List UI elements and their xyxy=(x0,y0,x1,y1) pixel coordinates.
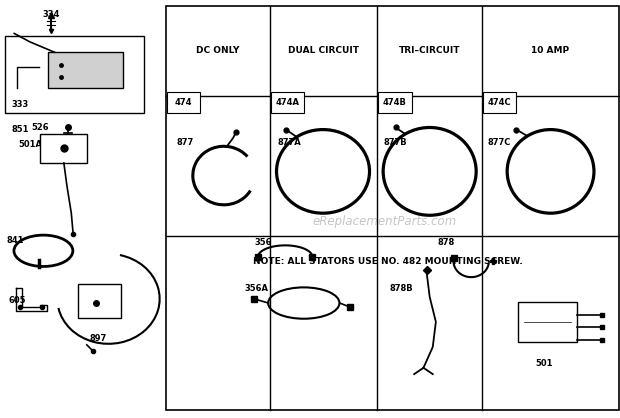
Text: DUAL CIRCUIT: DUAL CIRCUIT xyxy=(288,46,358,56)
Text: 334: 334 xyxy=(42,10,60,20)
Bar xyxy=(78,284,121,318)
FancyBboxPatch shape xyxy=(483,92,516,113)
Text: 841: 841 xyxy=(6,236,24,245)
Text: 356: 356 xyxy=(254,238,272,247)
FancyBboxPatch shape xyxy=(167,92,200,113)
Bar xyxy=(518,302,577,342)
Text: 877: 877 xyxy=(177,138,194,147)
Text: 897: 897 xyxy=(89,334,107,344)
Bar xyxy=(40,134,87,163)
Text: 877A: 877A xyxy=(278,138,301,147)
Bar xyxy=(166,6,619,410)
Text: 333: 333 xyxy=(11,99,29,109)
Text: 10 AMP: 10 AMP xyxy=(531,46,570,56)
FancyBboxPatch shape xyxy=(271,92,304,113)
Text: 605: 605 xyxy=(8,296,25,306)
Text: 474C: 474C xyxy=(488,98,511,107)
Text: 501A: 501A xyxy=(19,140,43,149)
Bar xyxy=(5,36,144,113)
Text: 851: 851 xyxy=(11,125,29,135)
Text: 501: 501 xyxy=(535,359,552,368)
Bar xyxy=(48,52,123,88)
Text: 474: 474 xyxy=(175,98,192,107)
Text: eReplacementParts.com: eReplacementParts.com xyxy=(312,215,456,228)
Text: 877C: 877C xyxy=(487,138,511,147)
Text: 877B: 877B xyxy=(383,138,407,147)
Text: TRI–CIRCUIT: TRI–CIRCUIT xyxy=(399,46,461,56)
Text: 878B: 878B xyxy=(389,284,413,293)
Text: DC ONLY: DC ONLY xyxy=(196,46,239,56)
Text: 356A: 356A xyxy=(245,284,269,293)
Text: NOTE: ALL STATORS USE NO. 482 MOUNTING SCREW.: NOTE: ALL STATORS USE NO. 482 MOUNTING S… xyxy=(252,257,523,266)
FancyBboxPatch shape xyxy=(378,92,412,113)
Text: 474A: 474A xyxy=(276,98,299,107)
Text: 526: 526 xyxy=(31,123,48,132)
Text: 878: 878 xyxy=(437,238,454,247)
Text: 474B: 474B xyxy=(383,98,407,107)
